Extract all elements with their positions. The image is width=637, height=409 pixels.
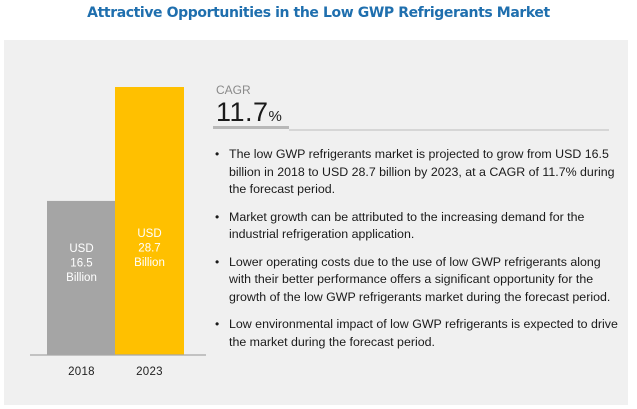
key-point-text: Lower operating costs due to the use of …: [229, 254, 611, 304]
bar-2018: [47, 200, 116, 355]
cagr-underline-accent: [213, 126, 289, 129]
x-tick-label: 2018: [68, 366, 95, 378]
key-point: • Low environmental impact of low GWP ref…: [212, 316, 622, 351]
data-label-2018: USD: [69, 243, 93, 255]
cagr-underline: [289, 129, 609, 131]
x-tick-label: 2023: [136, 366, 163, 378]
bullet-icon: •: [215, 209, 220, 224]
data-label-2023: Billion: [134, 257, 165, 269]
data-label-2023: USD: [137, 228, 161, 240]
key-point: • The low GWP refrigerants market is proj…: [212, 146, 622, 199]
cagr-value: 11.7%: [216, 97, 282, 132]
cagr-unit: %: [268, 108, 282, 125]
data-label-2023: 28.7: [138, 243, 160, 255]
key-point-text: Low environmental impact of low GWP refr…: [229, 317, 618, 349]
bullet-icon: •: [215, 147, 220, 161]
cagr-label: CAGR: [216, 83, 251, 97]
key-point-text: Market growth can be attributed to the i…: [229, 209, 585, 242]
page-title: Attractive Opportunities in the Low GWP …: [87, 5, 550, 21]
bullet-icon: •: [215, 317, 220, 331]
cagr-number: 11.7: [216, 97, 269, 127]
bar-2023: [115, 87, 184, 355]
data-label-2018: Billion: [66, 272, 97, 284]
key-point: • Market growth can be attributed to the …: [212, 209, 622, 244]
bullet-icon: •: [215, 254, 220, 269]
key-point: • Lower operating costs due to the use of…: [212, 254, 622, 307]
data-label-2018: 16.5: [70, 258, 92, 270]
key-point-text: The low GWP refrigerants market is proje…: [229, 147, 615, 196]
key-points-list: • The low GWP refrigerants market is proj…: [212, 146, 622, 361]
